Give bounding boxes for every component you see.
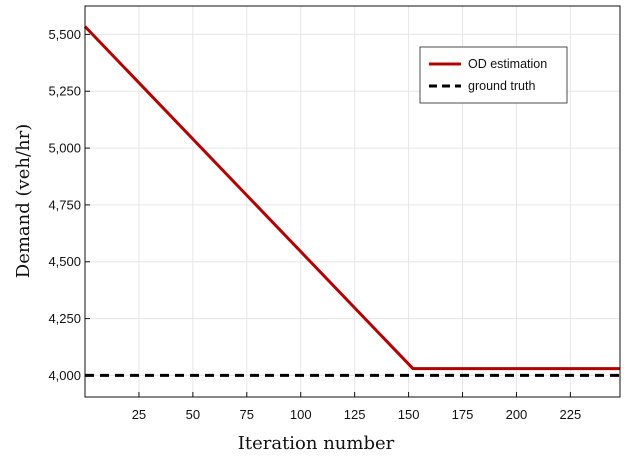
legend-label-od-estimation: OD estimation bbox=[468, 57, 547, 71]
x-tick-label: 175 bbox=[452, 407, 474, 422]
y-tick-label: 5,250 bbox=[48, 84, 81, 99]
x-tick-label: 125 bbox=[344, 407, 366, 422]
y-tick-label: 5,500 bbox=[48, 27, 81, 42]
legend-box bbox=[419, 46, 568, 104]
grid-lines bbox=[85, 6, 620, 397]
x-axis-title: Iteration number bbox=[238, 433, 395, 454]
y-tick-label: 4,250 bbox=[48, 311, 81, 326]
y-axis-ticks: 4,000 4,250 4,500 4,750 5,000 5,250 5,500 bbox=[48, 27, 90, 383]
y-tick-label: 5,000 bbox=[48, 141, 81, 156]
series-layer bbox=[83, 25, 620, 377]
x-tick-label: 25 bbox=[132, 407, 146, 422]
x-tick-label: 150 bbox=[398, 407, 420, 422]
x-tick-label: 100 bbox=[290, 407, 312, 422]
y-tick-label: 4,000 bbox=[48, 368, 81, 383]
x-tick-label: 50 bbox=[186, 407, 200, 422]
x-tick-label: 75 bbox=[240, 407, 254, 422]
plot-frame bbox=[84, 5, 621, 398]
x-axis-ticks: 25 50 75 100 125 150 175 200 225 bbox=[132, 392, 582, 422]
series-line-od-estimation bbox=[83, 25, 620, 371]
x-tick-label: 225 bbox=[560, 407, 582, 422]
y-tick-label: 4,500 bbox=[48, 254, 81, 269]
y-axis-title: Demand (veh/hr) bbox=[13, 124, 34, 278]
legend: OD estimation ground truth bbox=[419, 46, 568, 104]
y-tick-label: 4,750 bbox=[48, 197, 81, 212]
legend-label-ground-truth: ground truth bbox=[468, 79, 535, 93]
x-tick-label: 200 bbox=[506, 407, 528, 422]
